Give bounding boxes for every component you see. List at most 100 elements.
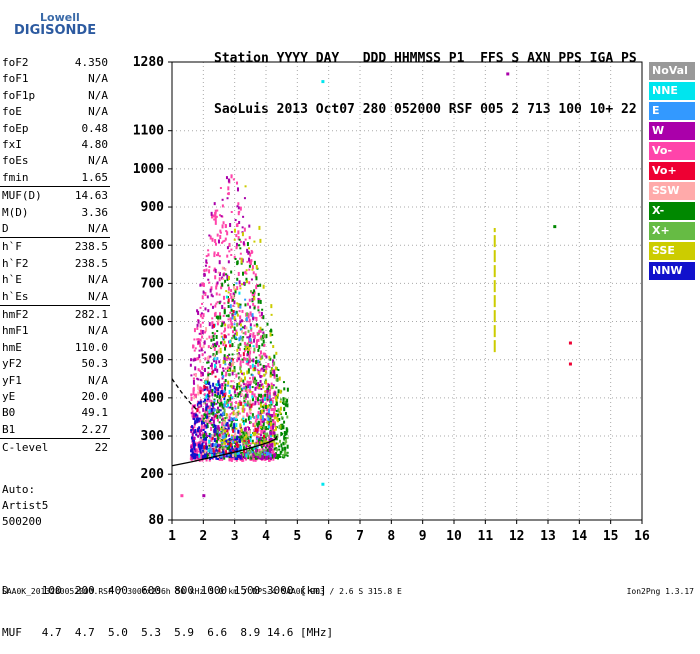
echo-point xyxy=(227,186,230,191)
echo-point xyxy=(231,353,234,356)
echo-point xyxy=(234,453,237,458)
echo-point xyxy=(252,457,255,462)
param-name: hmF2 xyxy=(2,308,29,321)
echo-point xyxy=(227,260,230,264)
echo-point xyxy=(213,399,216,402)
echo-point xyxy=(277,389,280,394)
echo-point xyxy=(210,303,213,306)
echo-point xyxy=(190,358,193,362)
echo-point xyxy=(234,437,237,442)
echo-point xyxy=(233,445,236,448)
echo-point xyxy=(206,405,209,408)
echo-point xyxy=(247,450,250,455)
echo-point xyxy=(239,433,242,437)
echo-point xyxy=(201,335,204,339)
echo-point xyxy=(206,393,209,398)
echo-point xyxy=(217,408,220,413)
echo-point xyxy=(265,405,268,410)
echo-point xyxy=(259,403,262,408)
echo-point xyxy=(249,311,252,316)
echo-point xyxy=(247,361,250,366)
echo-point xyxy=(214,239,217,244)
param-value: N/A xyxy=(88,222,108,235)
echo-point xyxy=(206,425,209,429)
echo-point xyxy=(237,354,240,358)
echo-point xyxy=(232,294,235,299)
echo-point xyxy=(230,295,233,299)
echo-point xyxy=(258,225,261,230)
echo-point xyxy=(231,298,234,302)
echo-point xyxy=(231,316,234,320)
echo-point xyxy=(225,423,228,427)
echo-point xyxy=(190,429,193,433)
echo-point xyxy=(200,420,203,425)
echo-point xyxy=(240,262,243,265)
echo-point xyxy=(196,408,199,413)
echo-point xyxy=(205,432,208,436)
echo-point xyxy=(245,280,248,284)
echo-point xyxy=(256,452,259,457)
echo-point xyxy=(219,440,222,443)
echo-point xyxy=(268,442,271,445)
echo-point xyxy=(221,383,224,387)
echo-point xyxy=(235,246,238,250)
echo-point xyxy=(264,403,267,407)
echo-point xyxy=(248,268,251,271)
echo-point xyxy=(204,449,207,454)
echo-point xyxy=(204,330,207,333)
echo-point xyxy=(223,429,226,433)
echo-point xyxy=(193,453,196,458)
echo-point xyxy=(194,374,197,378)
echo-point xyxy=(227,333,230,336)
echo-point xyxy=(219,350,222,354)
echo-point xyxy=(276,453,279,456)
echo-point xyxy=(249,399,252,404)
echo-point xyxy=(211,388,214,393)
echo-point xyxy=(203,393,206,397)
echo-point xyxy=(270,304,273,309)
echo-point xyxy=(231,412,234,415)
echo-point xyxy=(266,448,269,453)
echo-point xyxy=(242,453,245,457)
echo-point xyxy=(200,348,203,352)
echo-point xyxy=(256,386,259,390)
echo-point xyxy=(243,436,246,441)
echo-point xyxy=(191,454,194,458)
echo-point xyxy=(201,317,204,320)
param-name: foF1 xyxy=(2,72,29,86)
echo-point xyxy=(195,413,198,416)
param-name: h`F2 xyxy=(2,256,29,270)
echo-point xyxy=(249,442,252,445)
echo-point xyxy=(198,404,201,407)
echo-point xyxy=(213,357,216,361)
echo-point xyxy=(211,324,214,329)
echo-point xyxy=(221,388,224,392)
echo-point xyxy=(249,365,252,370)
echo-point xyxy=(259,238,262,243)
echo-point xyxy=(243,439,246,442)
echo-point xyxy=(283,435,286,440)
echo-point xyxy=(223,340,226,344)
echo-point xyxy=(240,384,243,387)
echo-point xyxy=(191,445,194,449)
echo-point xyxy=(242,445,245,450)
echo-point xyxy=(267,419,270,424)
echo-point xyxy=(229,394,232,397)
echo-point xyxy=(253,289,256,293)
echo-point xyxy=(233,323,236,326)
echo-point xyxy=(273,439,276,442)
echo-point xyxy=(238,280,241,285)
echo-point xyxy=(243,396,246,400)
echo-point xyxy=(239,305,242,309)
echo-point xyxy=(243,349,246,352)
echo-point xyxy=(223,421,226,425)
echo-point xyxy=(227,314,230,318)
echo-point xyxy=(230,359,233,363)
echo-point xyxy=(260,393,263,398)
echo-point xyxy=(203,351,206,354)
echo-point xyxy=(242,332,245,335)
echo-point xyxy=(223,389,226,394)
echo-point xyxy=(202,415,205,419)
echo-point xyxy=(244,401,247,405)
echo-point xyxy=(200,446,203,450)
